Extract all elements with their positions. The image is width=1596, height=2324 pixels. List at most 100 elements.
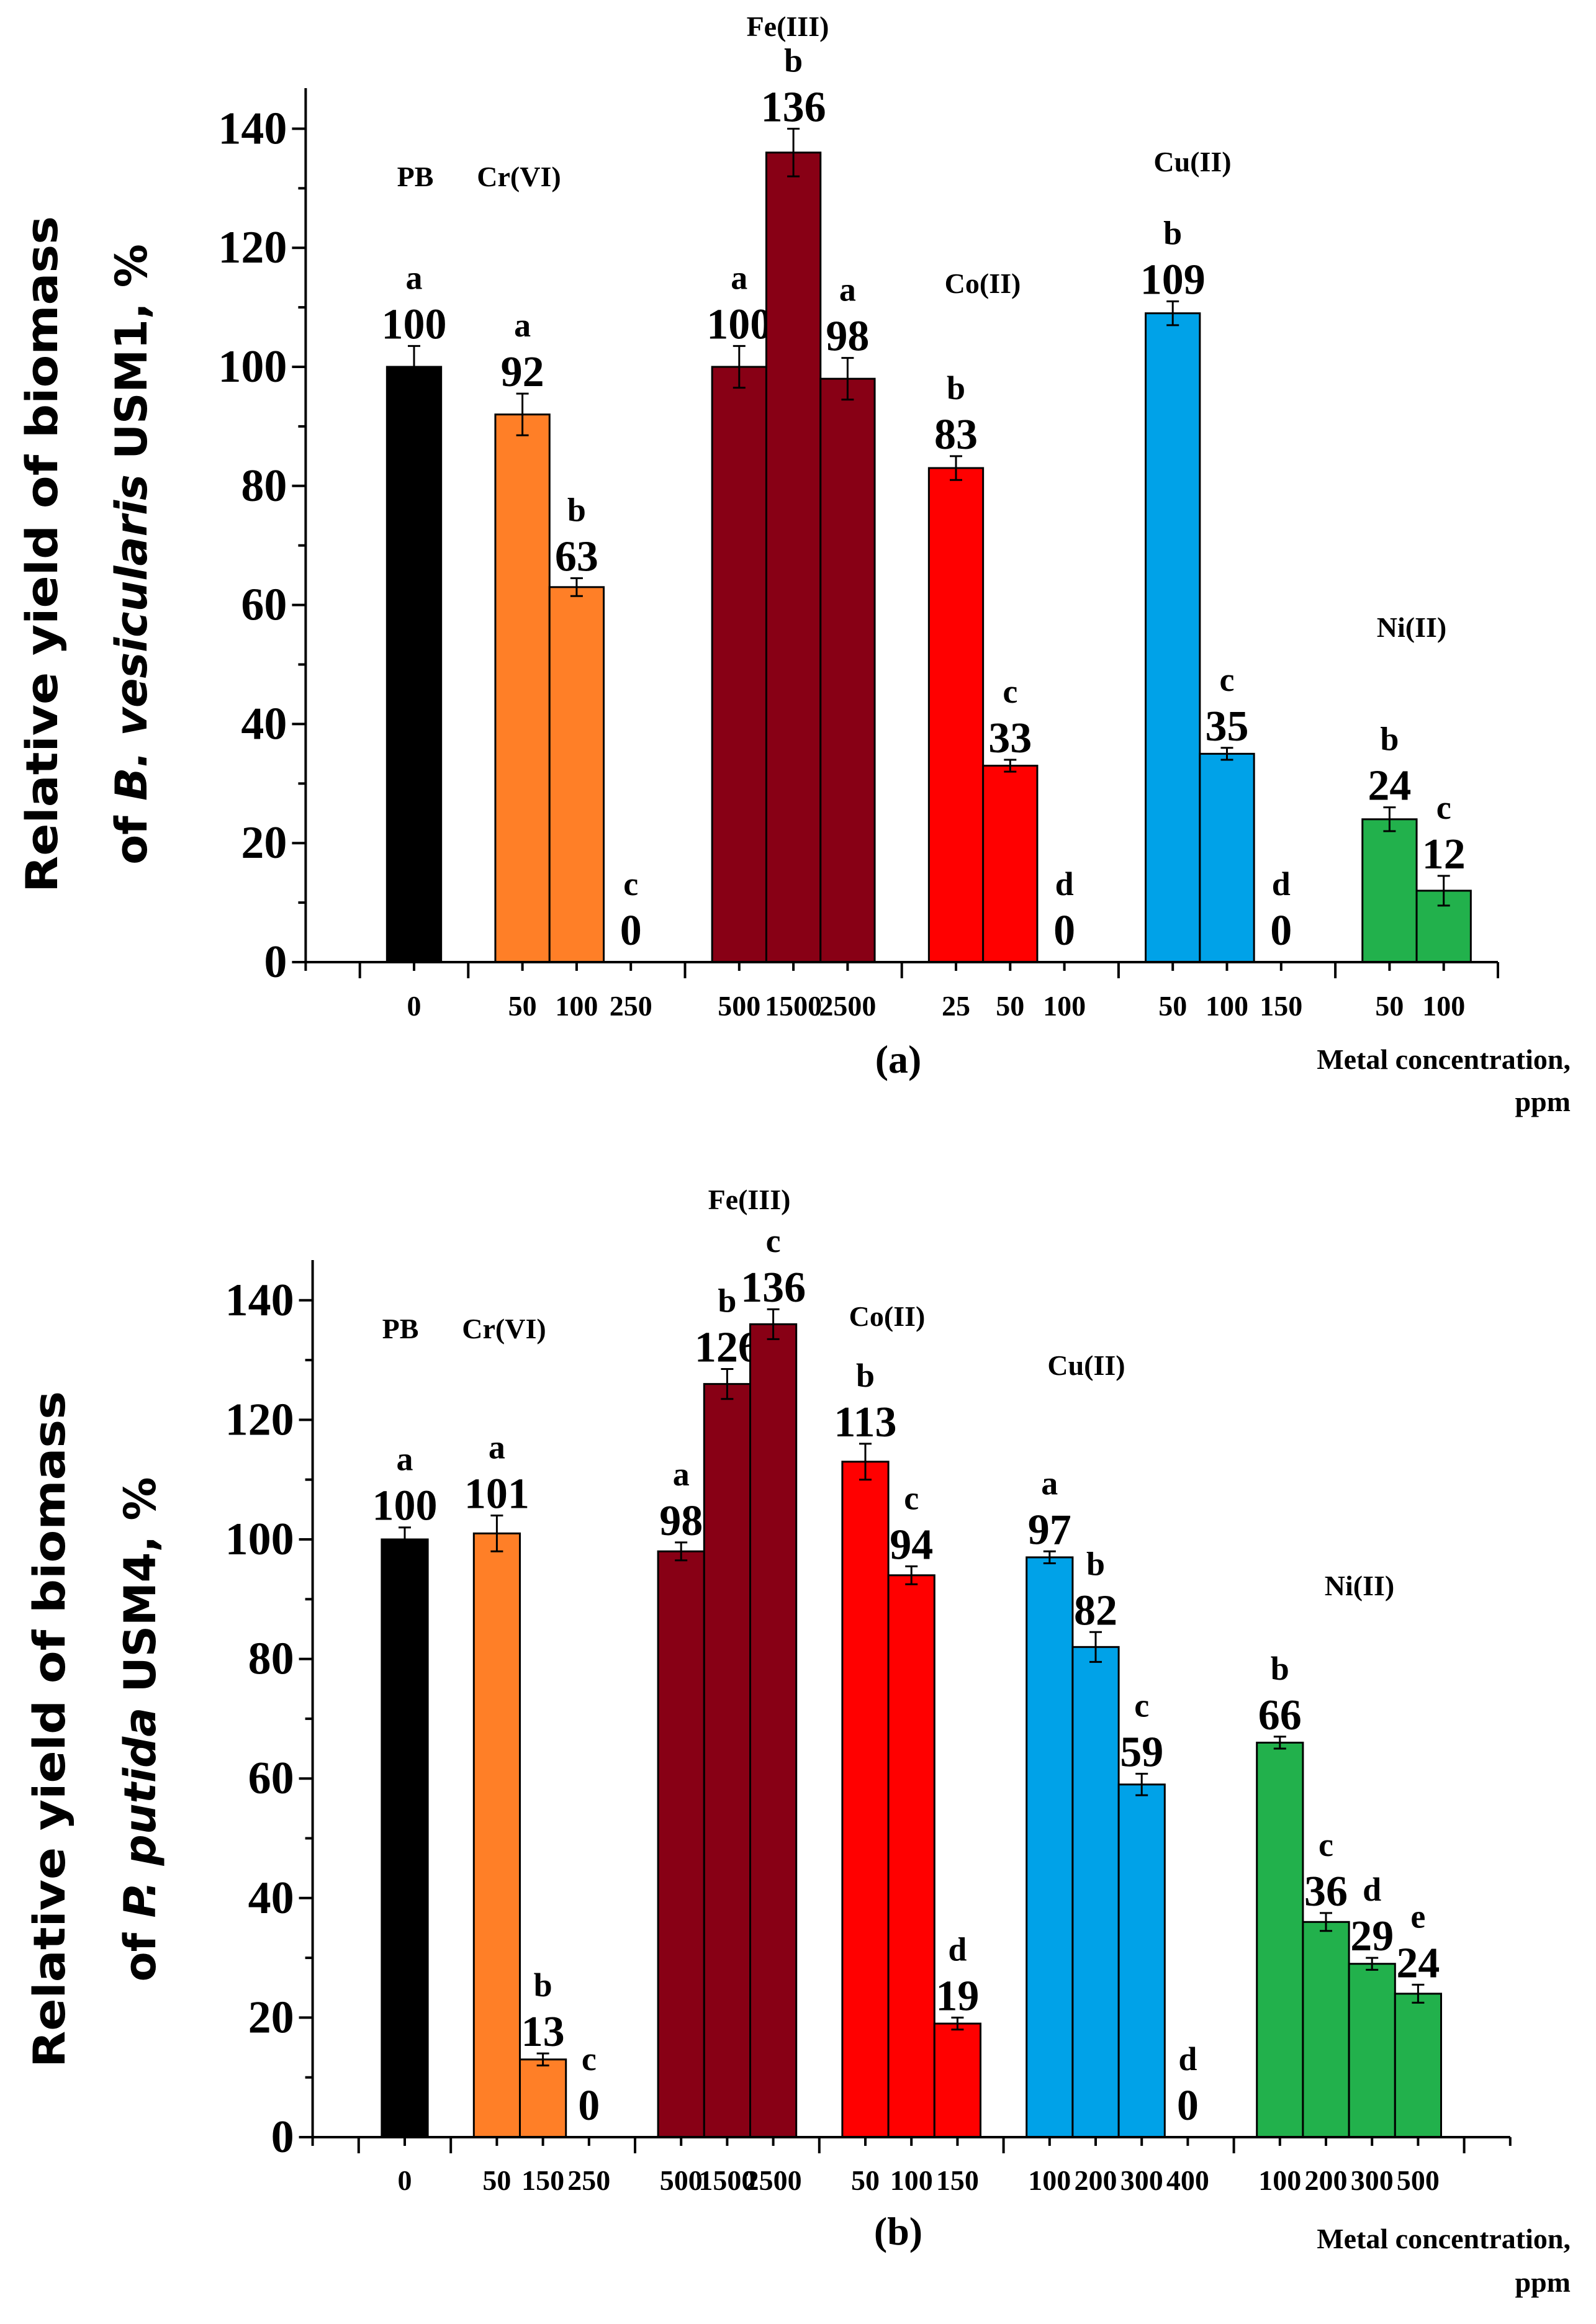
bar [519, 2058, 567, 2138]
significance-letter: b [856, 1357, 875, 1394]
data-label: 92 [501, 348, 544, 396]
y-axis-title: Relative yield of biomass [24, 1391, 75, 2068]
x-tick-label: 200 [1305, 2164, 1348, 2196]
y-axis-title-prefix: of [115, 1918, 166, 1982]
data-label: 0 [1053, 907, 1075, 955]
group-label: Cr(VI) [462, 1313, 546, 1344]
x-tick-label: 2500 [819, 990, 876, 1022]
data-label: 0 [578, 2082, 600, 2130]
significance-letter: b [1380, 721, 1399, 758]
data-label: 33 [988, 714, 1032, 762]
significance-letter: c [1134, 1687, 1149, 1724]
data-label: 19 [936, 1972, 979, 2020]
x-tick-label: 500 [718, 990, 760, 1022]
x-tick-label: 300 [1120, 2164, 1163, 2196]
data-label: 66 [1258, 1691, 1302, 1739]
bar [1071, 1646, 1120, 2138]
bar [381, 1538, 429, 2138]
significance-letter: d [1178, 2040, 1197, 2078]
data-label: 24 [1396, 1939, 1440, 1987]
x-tick-label: 150 [521, 2164, 564, 2196]
significance-letter: b [784, 42, 803, 79]
bar [841, 1461, 890, 2138]
group-label: Fe(III) [747, 11, 829, 42]
y-axis-title-suffix: USM1, % [106, 244, 157, 474]
data-label: 82 [1074, 1587, 1117, 1634]
x-tick-label: 150 [936, 2164, 979, 2196]
y-axis-title-line2: of P. putida USM4, % [115, 1477, 166, 1982]
group-label: Cu(II) [1047, 1349, 1125, 1381]
y-tick-label: 40 [248, 1873, 294, 1924]
data-label: 109 [1140, 256, 1206, 304]
data-label: 12 [1422, 831, 1466, 878]
x-tick-label: 1500 [698, 2164, 755, 2196]
significance-letter: b [947, 369, 965, 407]
data-label: 94 [890, 1521, 933, 1569]
y-tick-label: 140 [218, 103, 287, 154]
significance-letter: c [1319, 1826, 1333, 1863]
data-label: 100 [372, 1482, 438, 1530]
y-tick-label: 20 [248, 1992, 294, 2043]
y-tick-label: 60 [241, 580, 287, 631]
y-tick-label: 20 [241, 817, 287, 868]
significance-letter: d [948, 1930, 967, 1968]
x-tick-label: 2500 [745, 2164, 802, 2196]
data-label: 0 [620, 907, 642, 955]
data-label: 0 [1177, 2082, 1199, 2130]
chart-a: 100a0PB92a5063b1000c250Cr(VI)100a500136b… [17, 11, 1571, 1117]
data-label: 136 [761, 83, 826, 131]
x-axis-title-line1: Metal concentration, [1317, 2223, 1571, 2254]
bar [819, 377, 876, 963]
data-label: 36 [1304, 1868, 1348, 1916]
y-axis-title-line1: Relative yield of biomass [17, 216, 68, 893]
group-label: Co(II) [849, 1300, 926, 1332]
y-tick-label: 0 [271, 2112, 294, 2163]
group-label: Cu(II) [1153, 146, 1231, 178]
y-tick-label: 100 [218, 341, 287, 392]
x-tick-label: 25 [942, 990, 970, 1022]
significance-letter: d [1363, 1871, 1381, 1908]
y-axis-title-species: P. putida [115, 1708, 166, 1918]
x-tick-label: 150 [1260, 990, 1302, 1022]
bar [1256, 1741, 1304, 2138]
data-label: 100 [382, 300, 447, 348]
bar [1302, 1921, 1350, 2138]
data-label: 0 [1270, 907, 1292, 955]
data-label: 98 [659, 1497, 703, 1545]
bar [1199, 752, 1255, 963]
bar [1415, 890, 1472, 963]
x-axis-title-line2: ppm [1515, 1086, 1571, 1117]
significance-letter: c [1003, 673, 1017, 710]
chart-b: 100a0PB101a5013b1500c250Cr(VI)98a500126b… [24, 1184, 1571, 2298]
x-tick-label: 50 [508, 990, 537, 1022]
significance-letter: a [397, 1441, 413, 1478]
bar [1394, 1993, 1443, 2138]
significance-letter: c [582, 2040, 597, 2078]
panel-label: (b) [874, 2209, 922, 2253]
x-tick-label: 500 [1397, 2164, 1440, 2196]
significance-letter: b [1271, 1650, 1289, 1687]
y-tick-label: 140 [225, 1275, 294, 1326]
bar [472, 1532, 521, 2138]
significance-letter: c [904, 1479, 919, 1516]
bar [657, 1550, 705, 2138]
y-tick-label: 80 [248, 1634, 294, 1685]
bar [982, 765, 1039, 963]
bar [711, 366, 767, 963]
x-tick-label: 0 [398, 2164, 412, 2196]
group-label: Ni(II) [1325, 1570, 1394, 1601]
data-label: 101 [464, 1470, 530, 1518]
x-tick-label: 300 [1351, 2164, 1394, 2196]
x-tick-label: 50 [851, 2164, 880, 2196]
group-label: PB [397, 161, 434, 192]
x-tick-label: 100 [1206, 990, 1248, 1022]
significance-letter: c [623, 865, 638, 903]
x-tick-label: 200 [1075, 2164, 1117, 2196]
significance-letter: a [489, 1428, 505, 1466]
y-tick-label: 80 [241, 461, 287, 511]
significance-letter: b [567, 491, 586, 528]
x-tick-label: 1500 [765, 990, 822, 1022]
bar [1026, 1556, 1074, 2138]
bar [933, 2022, 982, 2138]
